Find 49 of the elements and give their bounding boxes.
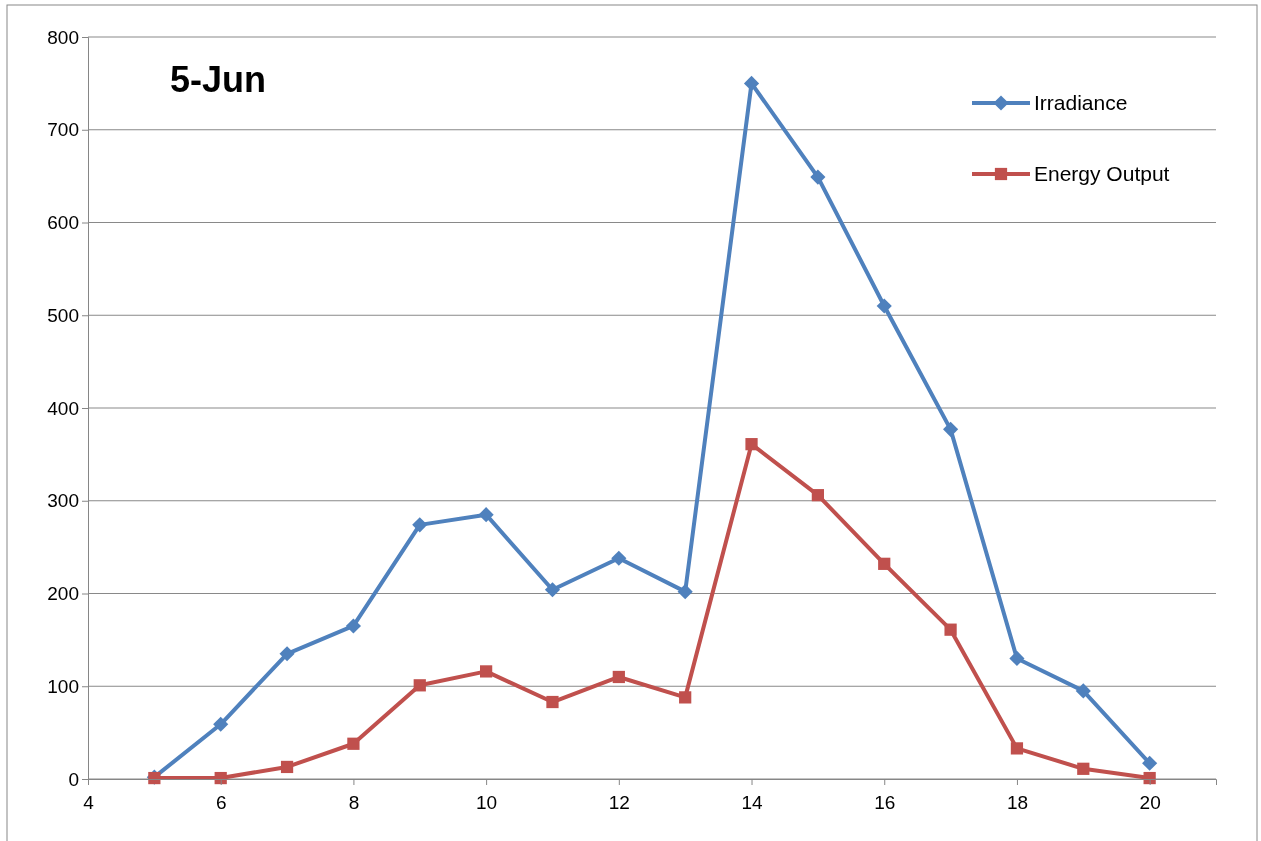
point [1077, 762, 1090, 775]
point [878, 557, 891, 570]
point [1009, 650, 1025, 667]
point [677, 584, 693, 600]
point [345, 618, 361, 634]
point [1075, 683, 1091, 699]
y-tick-label: 800 [47, 26, 79, 48]
x-tick-label: 8 [348, 791, 360, 813]
y-tick-label: 400 [47, 397, 79, 419]
point [279, 646, 295, 662]
point [213, 716, 229, 732]
y-tick-label: 600 [47, 212, 79, 234]
point [347, 737, 360, 750]
point [876, 298, 892, 314]
legend-label: Irradiance [1034, 91, 1128, 114]
legend-label: Energy Output [1034, 162, 1170, 185]
y-tick-label: 500 [47, 304, 79, 326]
point [280, 760, 294, 774]
point [745, 438, 758, 451]
y-tick-label: 100 [47, 675, 79, 697]
x-tick-label: 4 [83, 791, 95, 813]
point [810, 169, 826, 185]
x-tick-label: 10 [476, 791, 498, 813]
y-tick-label: 700 [47, 119, 79, 141]
point [479, 665, 493, 678]
point [413, 679, 426, 692]
point [743, 75, 760, 91]
point [612, 670, 625, 684]
y-tick-label: 300 [47, 490, 79, 512]
point [1142, 755, 1158, 771]
point [1010, 742, 1024, 755]
point [478, 507, 494, 523]
y-tick-label: 200 [47, 583, 79, 605]
text: 5-Jun [170, 59, 267, 100]
x-tick-label: 6 [215, 791, 227, 813]
point [943, 421, 959, 437]
point [811, 489, 825, 502]
x-tick-label: 12 [608, 791, 630, 813]
point [544, 582, 561, 598]
x-tick-label: 16 [874, 791, 896, 813]
y-tick-label: 0 [68, 768, 79, 790]
point [944, 623, 957, 636]
x-tick-label: 20 [1139, 791, 1161, 813]
x-tick-label: 18 [1006, 791, 1029, 813]
point [611, 550, 627, 566]
point [546, 695, 559, 709]
x-tick-label: 14 [741, 791, 764, 813]
point [679, 691, 692, 704]
point [412, 517, 428, 533]
